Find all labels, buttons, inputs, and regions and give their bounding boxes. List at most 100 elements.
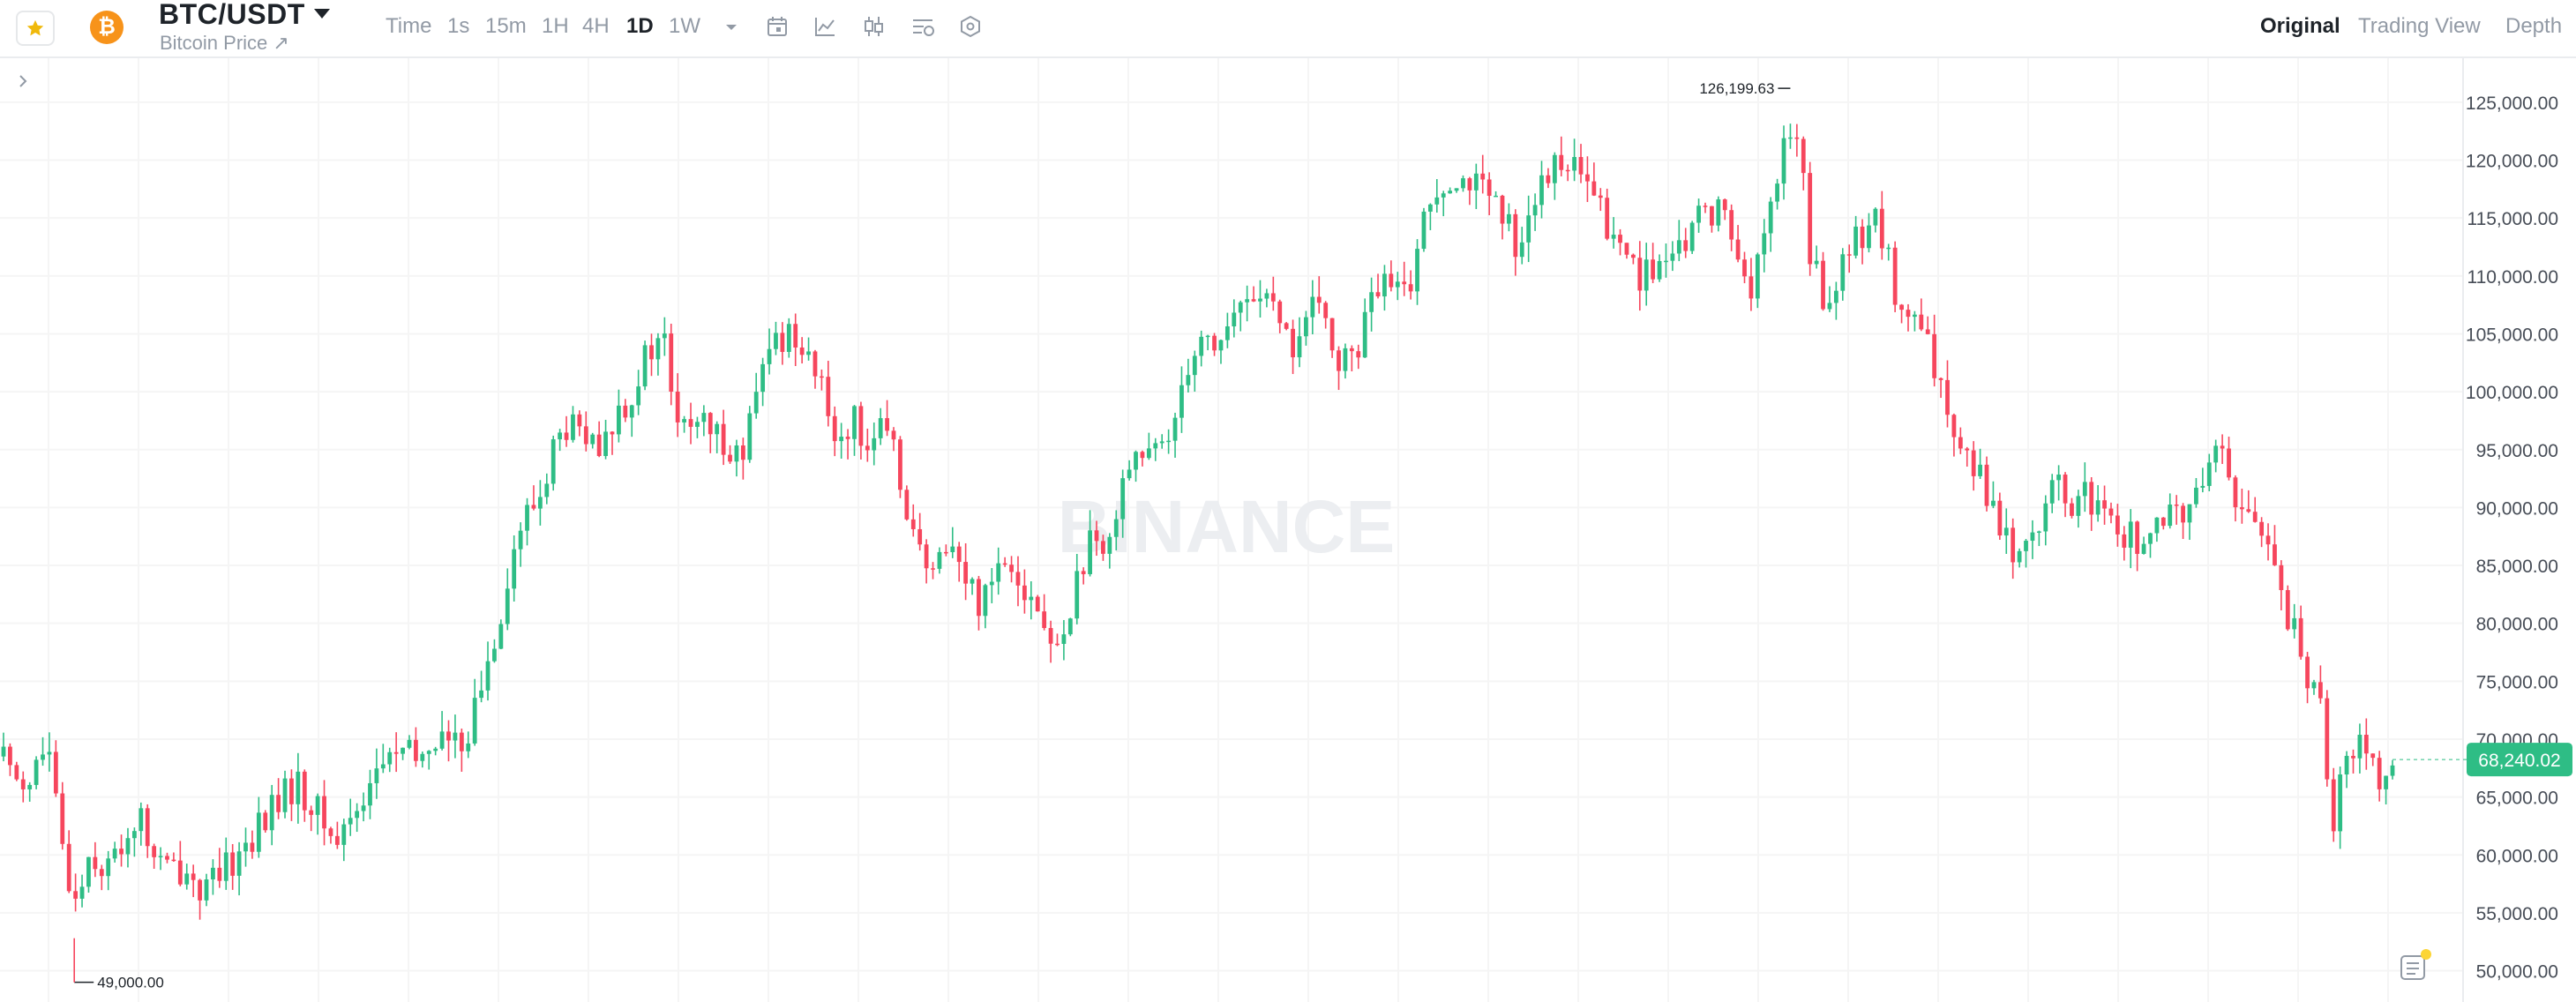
candle-body: [1742, 259, 1747, 277]
candle-body: [891, 430, 896, 440]
candle-body: [2351, 755, 2355, 759]
candle-body: [1840, 254, 1846, 291]
settings-icon[interactable]: [910, 13, 936, 40]
candle-body: [289, 778, 294, 804]
candle-body: [682, 419, 686, 422]
candle-body: [106, 858, 111, 877]
candle-body: [1362, 311, 1367, 358]
candle-body: [2239, 507, 2244, 510]
calendar-icon[interactable]: [764, 13, 790, 40]
candle-body: [1140, 452, 1145, 459]
candle-body: [152, 846, 157, 857]
timeframe-1s[interactable]: 1s: [447, 14, 470, 38]
y-tick-label: 100,000.00: [2466, 383, 2558, 403]
candle-body: [956, 546, 962, 563]
hexagon-icon[interactable]: [957, 13, 984, 40]
candle-body: [1113, 519, 1119, 537]
candle-body: [2122, 534, 2127, 548]
candle-body: [1853, 226, 1859, 256]
candle-body: [1415, 249, 1419, 292]
candle-body: [1735, 239, 1741, 260]
chevron-down-icon[interactable]: [314, 9, 330, 19]
candle-body: [1913, 314, 1917, 318]
candle-body: [66, 843, 71, 892]
indicator-icon[interactable]: [812, 13, 838, 40]
candle-body: [99, 869, 104, 877]
candle-body: [2056, 475, 2062, 481]
candle-body: [878, 418, 883, 438]
candle-body: [1846, 254, 1852, 256]
view-tradingview-tab[interactable]: Trading View: [2358, 14, 2481, 38]
candle-body: [1925, 329, 1930, 334]
candle-body: [2115, 515, 2120, 535]
candle-body: [1448, 191, 1453, 194]
candle-body: [341, 824, 347, 845]
candle-body: [1245, 299, 1250, 303]
candle-body: [256, 812, 261, 852]
candle-body: [2076, 496, 2081, 516]
candle-body: [79, 886, 85, 899]
candle-body: [446, 731, 451, 741]
candle-body: [872, 437, 877, 451]
timeframe-1h[interactable]: 1H: [542, 14, 569, 38]
timeframe-1d[interactable]: 1D: [626, 14, 654, 38]
candle-body: [125, 838, 131, 855]
candle-body: [1192, 355, 1197, 376]
candle-body: [1402, 281, 1407, 285]
candle-body: [1539, 175, 1544, 206]
candle-body: [119, 849, 124, 855]
candle-body: [1801, 138, 1806, 174]
symbol-title[interactable]: BTC/USDT: [159, 0, 305, 30]
candle-type-icon[interactable]: [860, 13, 887, 40]
candle-body: [2174, 505, 2179, 506]
candle-body: [1657, 260, 1662, 280]
candle-body: [983, 585, 988, 617]
candle-body: [426, 751, 431, 754]
candle-body: [950, 546, 955, 553]
favorite-button[interactable]: [16, 11, 55, 46]
candle-body: [2298, 617, 2303, 657]
timeframe-more-chevron-icon[interactable]: [718, 13, 745, 40]
timeframe-15m[interactable]: 15m: [485, 14, 527, 38]
candle-body: [747, 413, 753, 460]
candle-body: [655, 338, 661, 360]
y-tick-label: 90,000.00: [2476, 498, 2558, 519]
candle-body: [387, 752, 393, 765]
candle-body: [1146, 448, 1151, 459]
price-chart[interactable]: BINANCE 125,000.00 120,000.00 115,000.00 11…: [0, 58, 2576, 1002]
candle-body: [131, 831, 137, 839]
candle-body: [1710, 206, 1714, 226]
price-axis: 125,000.00 120,000.00 115,000.00 110,000.00…: [2466, 93, 2558, 983]
candle-body: [315, 796, 320, 815]
candle-body: [1218, 340, 1224, 351]
view-original-tab[interactable]: Original: [2260, 14, 2340, 38]
candle-body: [2200, 485, 2205, 488]
candle-body: [826, 377, 831, 416]
candle-body: [1480, 173, 1486, 180]
candle-body: [832, 415, 837, 442]
candle-body: [1978, 464, 1982, 476]
candle-body: [1232, 312, 1237, 327]
chevron-right-icon[interactable]: [12, 71, 34, 92]
candle-body: [1238, 302, 1243, 313]
view-depth-tab[interactable]: Depth: [2505, 14, 2563, 38]
timeframe-time[interactable]: Time: [386, 14, 432, 38]
candle-body: [184, 873, 190, 885]
candle-body: [943, 551, 948, 554]
candle-body: [1, 746, 6, 757]
symbol-subtitle-link[interactable]: Bitcoin Price ↗: [160, 32, 289, 54]
candle-body: [34, 759, 39, 785]
timeframe-4h[interactable]: 4H: [582, 14, 610, 38]
candle-body: [348, 818, 353, 825]
note-button[interactable]: [2400, 949, 2431, 980]
candle-body: [1329, 318, 1335, 351]
candle-body: [1513, 213, 1518, 258]
candle-body: [1965, 448, 1970, 451]
timeframe-1w[interactable]: 1W: [669, 14, 700, 38]
candle-body: [1676, 240, 1681, 254]
candle-body: [1598, 195, 1603, 198]
candle-body: [885, 418, 889, 431]
top-toolbar: ₿ BTC/USDT Bitcoin Price ↗ Time 1s 15m 1…: [0, 0, 2576, 58]
candle-body: [177, 860, 183, 885]
candle-body: [1304, 317, 1308, 337]
